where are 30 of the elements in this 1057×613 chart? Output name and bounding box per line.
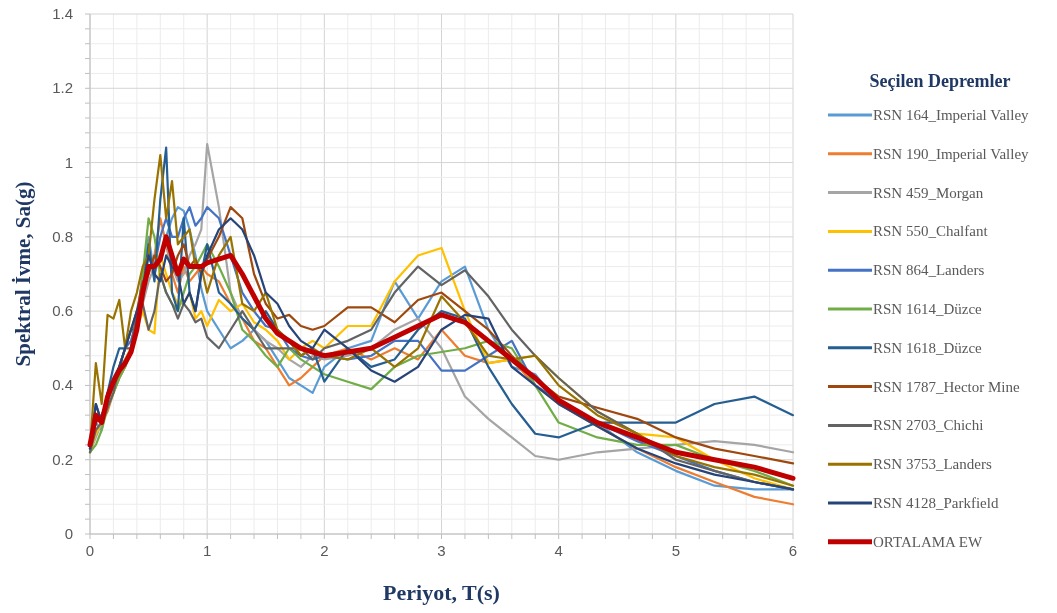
y-tick-label: 0.8 — [52, 227, 73, 245]
x-tick-label: 6 — [788, 542, 798, 559]
legend-label: RSN 4128_Parkfield — [873, 495, 999, 511]
x-tick-label: 2 — [320, 542, 329, 559]
y-tick-label: 1 — [64, 153, 73, 171]
legend-label: RSN 2703_Chichi — [873, 417, 984, 434]
x-tick-label: 5 — [671, 542, 681, 559]
y-tick-label: 0 — [64, 525, 73, 542]
legend-label: RSN 164_Imperial Valley — [873, 107, 1030, 123]
x-axis-title: Periyot, T(s) — [383, 580, 500, 605]
y-tick-label: 1.2 — [52, 79, 73, 97]
legend-label: RSN 550_Chalfant — [873, 223, 989, 240]
x-tick-label: 1 — [202, 542, 212, 559]
legend-label: RSN 3753_Landers — [873, 456, 992, 473]
legend-label: RSN 1787_Hector Mine — [873, 378, 1020, 395]
legend-label: RSN 864_Landers — [873, 262, 985, 279]
y-tick-label: 0.2 — [52, 450, 73, 468]
x-tick-label: 0 — [85, 542, 95, 559]
y-tick-label: 0.6 — [52, 302, 73, 320]
y-tick-label: 0.4 — [52, 376, 73, 394]
legend-title: Seçilen Depremler — [869, 71, 1011, 91]
x-tick-label: 4 — [554, 542, 563, 559]
legend-label: RSN 459_Morgan — [873, 184, 984, 201]
x-tick-label: 3 — [437, 542, 446, 559]
y-axis-title: Spektral İvme, Sa(g) — [11, 181, 35, 367]
legend-label: ORTALAMA EW — [873, 533, 983, 550]
y-tick-label: 1.4 — [52, 5, 73, 22]
legend-label: RSN 190_Imperial Valley — [873, 145, 1030, 162]
legend-label: RSN 1618_Düzce — [873, 339, 983, 356]
legend-label: RSN 1614_Düzce — [873, 301, 983, 317]
